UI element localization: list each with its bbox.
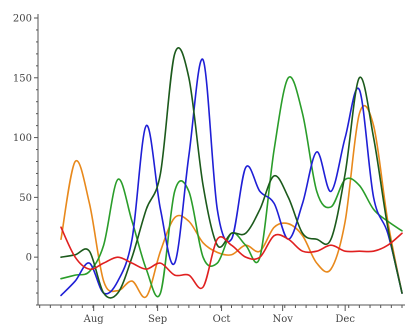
x-tick-label: Dec [335,314,355,325]
y-tick-label: 150 [13,73,32,84]
series-line-3 [60,58,403,297]
x-tick-label: Oct [213,314,231,325]
series-line-5 [60,226,403,290]
x-tick-label: Aug [83,314,105,325]
y-tick-label: 0 [26,253,32,264]
plot-area: 0 50 100 150 200 Aug Sep Oct Nov Dec [13,14,405,325]
series-line-4 [60,47,403,299]
x-tick-label: Nov [272,314,293,325]
x-tick-label: Sep [148,314,167,325]
series-line-1 [60,104,403,299]
y-tick-label: 100 [13,133,32,144]
y-tick-label: 200 [13,14,32,25]
y-tick-label: 50 [19,193,32,204]
